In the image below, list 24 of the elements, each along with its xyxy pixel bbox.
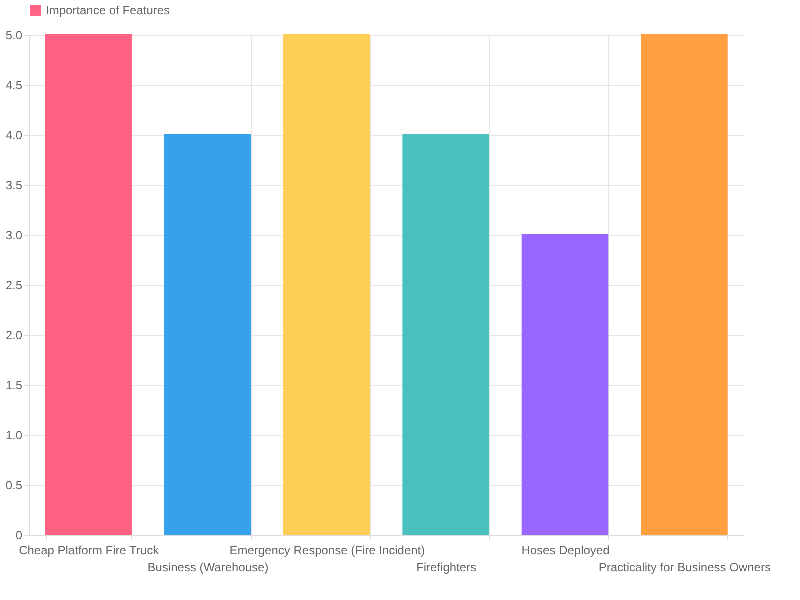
- y-tick-label: 5.0: [6, 28, 23, 42]
- x-tick-label: Cheap Platform Fire Truck: [19, 544, 160, 558]
- legend-label: Importance of Features: [46, 4, 170, 18]
- y-tick-label: 1.5: [6, 378, 23, 392]
- y-tick-label: 4.0: [6, 128, 23, 142]
- y-tick-label: 4.5: [6, 78, 23, 92]
- y-tick-label: 2.0: [6, 328, 23, 342]
- x-tick-label: Hoses Deployed: [522, 544, 610, 558]
- bar: [284, 34, 370, 536]
- y-tick-label: 0.5: [6, 478, 23, 492]
- x-tick-label: Emergency Response (Fire Incident): [230, 544, 426, 558]
- y-tick-label: 3.0: [6, 228, 23, 242]
- bar: [164, 134, 252, 536]
- bar: [522, 234, 609, 536]
- x-tick-label: Business (Warehouse): [148, 560, 269, 574]
- y-tick-label: 3.5: [6, 178, 23, 192]
- bar: [641, 34, 728, 536]
- x-tick-label: Practicality for Business Owners: [598, 560, 771, 574]
- x-tick-label: Firefighters: [416, 560, 477, 574]
- y-tick-label: 2.5: [6, 278, 23, 292]
- y-tick-label: 1.0: [6, 428, 23, 442]
- y-tick-label: 0: [16, 528, 23, 542]
- bar: [402, 134, 490, 536]
- bar: [45, 34, 132, 536]
